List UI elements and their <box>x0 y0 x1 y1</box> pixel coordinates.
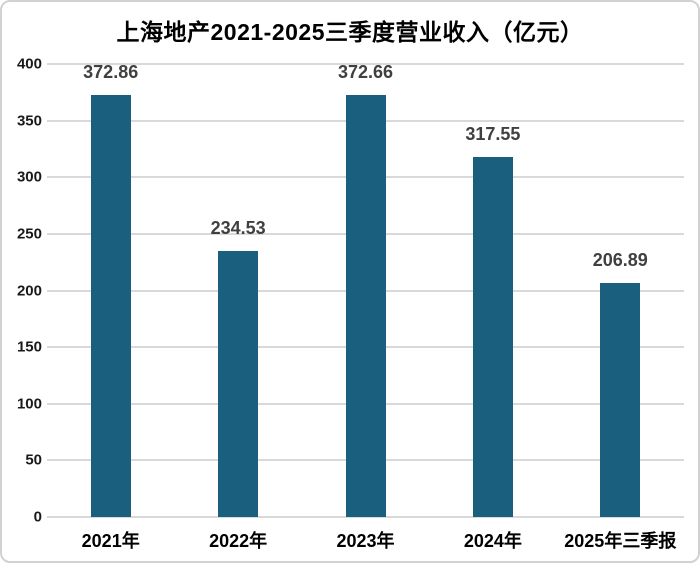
x-tick-label: 2022年 <box>209 531 268 551</box>
y-tick-label: 300 <box>16 168 42 186</box>
chart-title: 上海地产2021-2025三季度营业收入（亿元） <box>116 19 584 45</box>
y-tick-label: 0 <box>33 508 42 526</box>
value-label: 372.66 <box>337 61 394 82</box>
y-tick-label: 350 <box>16 112 42 130</box>
x-tick-label: 2025年三季报 <box>564 531 677 551</box>
value-label: 206.89 <box>592 249 648 270</box>
bar <box>472 157 513 517</box>
y-tick-label: 200 <box>16 282 42 299</box>
bar <box>218 251 259 517</box>
bar <box>345 94 386 517</box>
bar <box>90 94 131 517</box>
x-tick-label: 2021年 <box>81 531 140 551</box>
value-label: 372.86 <box>83 61 139 82</box>
x-tick-label: 2023年 <box>336 531 395 551</box>
x-tick-label: 2024年 <box>463 531 522 551</box>
bar <box>600 282 641 517</box>
y-tick-label: 50 <box>25 451 42 469</box>
value-label: 234.53 <box>210 218 266 239</box>
y-tick-label: 250 <box>16 225 42 243</box>
y-tick-label: 100 <box>16 395 42 413</box>
x-axis-line <box>47 516 684 518</box>
gridline <box>47 63 684 65</box>
y-tick-label: 150 <box>16 338 42 356</box>
value-label: 317.55 <box>465 124 521 145</box>
y-tick-label: 400 <box>16 55 42 73</box>
